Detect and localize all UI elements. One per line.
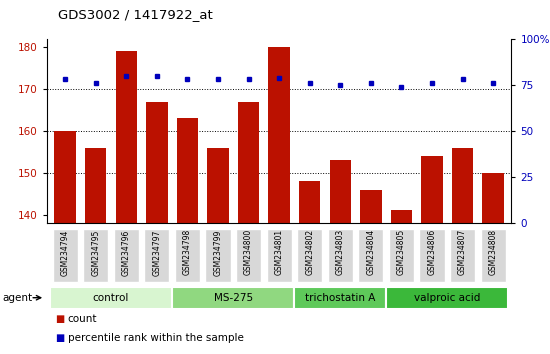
Text: MS-275: MS-275: [214, 293, 253, 303]
Text: GSM234795: GSM234795: [91, 229, 100, 276]
Text: GSM234799: GSM234799: [213, 229, 222, 276]
Bar: [177, 119, 198, 223]
Bar: [54, 131, 76, 223]
FancyBboxPatch shape: [172, 287, 294, 309]
FancyBboxPatch shape: [83, 229, 108, 282]
Text: GDS3002 / 1417922_at: GDS3002 / 1417922_at: [58, 8, 212, 21]
Text: agent: agent: [3, 293, 33, 303]
Text: GSM234806: GSM234806: [427, 229, 437, 275]
Text: trichostatin A: trichostatin A: [305, 293, 376, 303]
Bar: [329, 160, 351, 223]
Text: GSM234805: GSM234805: [397, 229, 406, 275]
Text: GSM234794: GSM234794: [60, 229, 70, 276]
Bar: [421, 156, 443, 223]
Bar: [146, 102, 168, 223]
FancyBboxPatch shape: [297, 229, 322, 282]
FancyBboxPatch shape: [481, 229, 505, 282]
FancyBboxPatch shape: [114, 229, 139, 282]
Bar: [299, 181, 321, 223]
FancyBboxPatch shape: [206, 229, 230, 282]
Text: ■: ■: [55, 314, 64, 324]
Bar: [482, 173, 504, 223]
Text: GSM234801: GSM234801: [274, 229, 284, 275]
Bar: [85, 148, 106, 223]
FancyBboxPatch shape: [50, 287, 172, 309]
Bar: [360, 189, 382, 223]
Text: count: count: [68, 314, 97, 324]
FancyBboxPatch shape: [294, 287, 386, 309]
FancyBboxPatch shape: [386, 287, 508, 309]
Bar: [207, 148, 229, 223]
Text: GSM234803: GSM234803: [336, 229, 345, 275]
Text: GSM234796: GSM234796: [122, 229, 131, 276]
Bar: [268, 47, 290, 223]
Bar: [390, 211, 412, 223]
FancyBboxPatch shape: [267, 229, 292, 282]
Text: GSM234802: GSM234802: [305, 229, 314, 275]
Text: GSM234807: GSM234807: [458, 229, 467, 275]
FancyBboxPatch shape: [53, 229, 78, 282]
Bar: [116, 51, 137, 223]
FancyBboxPatch shape: [144, 229, 169, 282]
FancyBboxPatch shape: [328, 229, 353, 282]
FancyBboxPatch shape: [175, 229, 200, 282]
Text: GSM234804: GSM234804: [366, 229, 375, 275]
Text: GSM234800: GSM234800: [244, 229, 253, 275]
Text: percentile rank within the sample: percentile rank within the sample: [68, 333, 244, 343]
Bar: [238, 102, 259, 223]
FancyBboxPatch shape: [420, 229, 444, 282]
Text: ■: ■: [55, 333, 64, 343]
FancyBboxPatch shape: [358, 229, 383, 282]
Text: GSM234798: GSM234798: [183, 229, 192, 275]
Text: GSM234808: GSM234808: [488, 229, 498, 275]
FancyBboxPatch shape: [389, 229, 414, 282]
Bar: [452, 148, 474, 223]
Text: GSM234797: GSM234797: [152, 229, 161, 276]
FancyBboxPatch shape: [450, 229, 475, 282]
Text: control: control: [93, 293, 129, 303]
FancyBboxPatch shape: [236, 229, 261, 282]
Text: valproic acid: valproic acid: [414, 293, 481, 303]
